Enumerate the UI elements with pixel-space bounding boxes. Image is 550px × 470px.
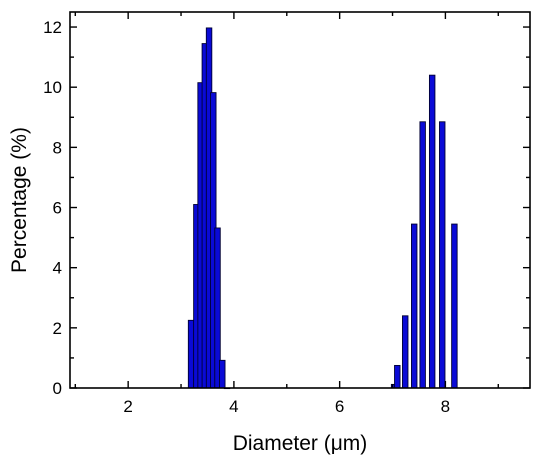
y-tick-label: 2: [53, 319, 62, 338]
x-tick-label: 4: [229, 397, 238, 416]
x-axis-title: Diameter (μm): [233, 432, 368, 455]
histogram-bar: [187, 319, 195, 389]
x-tick-label: 2: [123, 397, 132, 416]
histogram-bar: [428, 74, 436, 389]
y-tick-label: 10: [43, 78, 62, 97]
histogram-bar: [394, 364, 401, 389]
y-tick-label: 4: [53, 259, 62, 278]
histogram-bar: [219, 359, 226, 389]
histogram-bar: [439, 121, 446, 389]
y-axis-title: Percentage (%): [8, 127, 31, 273]
y-tick-label: 6: [53, 199, 62, 218]
histogram-bar: [402, 315, 409, 389]
histogram-bar: [451, 223, 458, 389]
y-tick-label: 0: [53, 379, 62, 398]
x-tick-label: 8: [441, 397, 450, 416]
histogram-bar: [411, 223, 418, 389]
ticks-layer: 2 4 6 8 0 2 4 6 8 10 12: [43, 12, 530, 416]
y-tick-label: 8: [53, 138, 62, 157]
x-tick-label: 6: [335, 397, 344, 416]
plot-frame: [69, 11, 531, 389]
y-tick-label: 12: [43, 18, 62, 37]
bars-layer: [187, 27, 458, 390]
histogram-bar: [419, 121, 426, 389]
